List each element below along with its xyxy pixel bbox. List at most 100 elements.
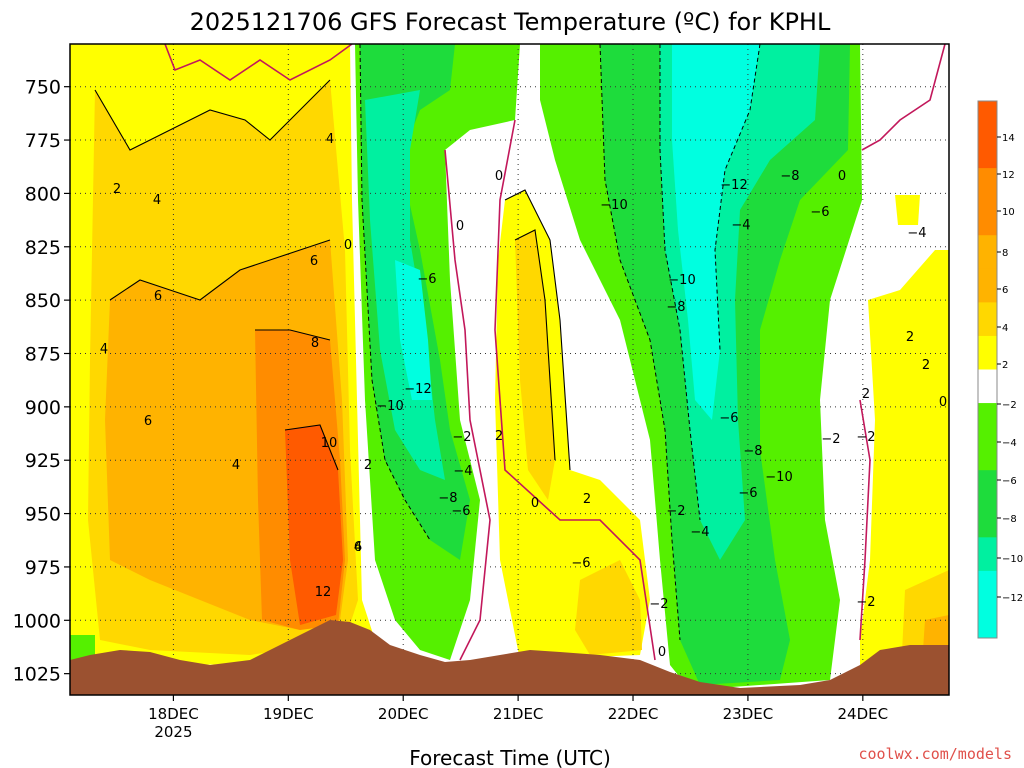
y-tick-label-11: 1025 — [13, 664, 61, 686]
contour-label-40: −2 — [666, 504, 685, 519]
negative-contours — [359, 44, 761, 641]
contour-label-33: −4 — [731, 218, 750, 233]
y-tick-label-4: 850 — [25, 290, 61, 312]
colorbar-label-3: 8 — [1002, 248, 1008, 259]
contour-label-14: 6 — [354, 540, 362, 555]
contour-label-27: −6 — [571, 556, 590, 571]
colorbar-swatch-5 — [978, 268, 997, 303]
plot-frame — [69, 43, 950, 696]
colorbar-swatch-7 — [978, 335, 997, 370]
temperature-field — [70, 44, 949, 695]
colorbar-swatch-15 — [978, 604, 997, 639]
y-tick-label-1: 775 — [25, 130, 61, 152]
colorbar-swatch-2 — [978, 168, 997, 203]
contour-label-42: 0 — [658, 645, 666, 660]
contour-label-51: −2 — [856, 430, 875, 445]
y-tick-label-5: 875 — [25, 343, 61, 365]
contour-label-23: 0 — [456, 219, 464, 234]
contour-label-8: 10 — [321, 436, 338, 451]
contour-label-35: −6 — [810, 205, 829, 220]
colorbar-label-9: −6 — [1002, 476, 1017, 487]
colorbar-swatch-3 — [978, 201, 997, 236]
contour-label-44: −4 — [907, 226, 926, 241]
chart-title: 2025121706 GFS Forecast Temperature (ºC)… — [190, 8, 831, 36]
contour-label-38: −6 — [738, 486, 757, 501]
zero-contours — [164, 44, 946, 661]
x-tick-label-1: 19DEC — [263, 705, 314, 723]
colorbar-swatch-0 — [978, 101, 997, 136]
contour-label-10: 4 — [326, 132, 334, 147]
contour-label-20: −8 — [438, 491, 457, 506]
contour-label-15: −6 — [417, 272, 436, 287]
contour-label-9: 12 — [315, 585, 332, 600]
colorbar-frame — [977, 100, 998, 639]
contour-label-34: −8 — [780, 169, 799, 184]
contour-label-49: 0 — [939, 395, 947, 410]
region-warm-low — [575, 560, 642, 655]
x-tick-label-3: 21DEC — [493, 705, 544, 723]
region-late-warm-2 — [895, 195, 920, 225]
contour-label-26: 2 — [583, 492, 591, 507]
credit-link[interactable]: coolwx.com/models — [858, 745, 1012, 763]
contour-label-5: 4 — [232, 458, 240, 473]
contour-label-41: −2 — [649, 597, 668, 612]
contour-label-48: 2 — [862, 387, 870, 402]
colorbar-label-5: 4 — [1002, 323, 1008, 334]
colorbar-label-11: −10 — [1002, 554, 1023, 565]
contour-label-37: −10 — [765, 470, 792, 485]
colorbar-label-4: 6 — [1002, 285, 1008, 296]
region-above-10 — [285, 425, 343, 625]
y-axis: 750 775 800 825 850 875 900 925 950 975 1000 1025 — [13, 77, 70, 686]
contour-label-46: 2 — [906, 330, 914, 345]
y-tick-label-7: 925 — [25, 450, 61, 472]
contour-label-30: −10 — [668, 273, 695, 288]
x-tick-label-6: 24DEC — [838, 705, 889, 723]
contour-label-17: −10 — [376, 399, 403, 414]
colorbar-swatch-12 — [978, 503, 997, 538]
contour-label-50: −2 — [821, 432, 840, 447]
contour-label-39: −4 — [690, 525, 709, 540]
contour-label-16: −12 — [404, 382, 431, 397]
x-tick-sublabel-0: 2025 — [154, 723, 192, 741]
x-tick-label-0: 18DEC — [148, 705, 199, 723]
contour-label-47: 2 — [922, 358, 930, 373]
x-tick-label-4: 22DEC — [608, 705, 659, 723]
contour-label-13: 4 — [354, 540, 362, 555]
colorbar-label-8: −4 — [1002, 438, 1017, 449]
contour-label-0: 2 — [113, 182, 121, 197]
colorbar-swatch-14 — [978, 570, 997, 605]
colorbar-label-7: −2 — [1002, 400, 1017, 411]
colorbar-label-2: 10 — [1002, 207, 1015, 218]
y-tick-label-0: 750 — [25, 77, 61, 99]
colorbar-swatch-4 — [978, 235, 997, 270]
contour-label-1: 4 — [153, 193, 161, 208]
y-tick-label-6: 900 — [25, 397, 61, 419]
colorbar-label-6: 2 — [1002, 360, 1008, 371]
contour-label-4: 6 — [144, 414, 152, 429]
contour-label-12: 0 — [344, 238, 352, 253]
contour-label-3: 4 — [100, 342, 108, 357]
x-tick-label-5: 23DEC — [723, 705, 774, 723]
colorbar-swatch-13 — [978, 537, 997, 572]
colorbar-label-1: 12 — [1002, 170, 1015, 181]
y-tick-label-2: 800 — [25, 183, 61, 205]
colorbar-swatch-11 — [978, 470, 997, 505]
colorbar-swatch-8 — [978, 369, 997, 404]
contour-label-21: −6 — [451, 504, 470, 519]
colorbar-label-0: 14 — [1002, 133, 1015, 144]
contour-label-24: 2 — [495, 429, 503, 444]
y-tick-label-10: 1000 — [13, 610, 61, 632]
contour-label-25: 0 — [531, 496, 539, 511]
region-below-minus-10 — [672, 44, 760, 420]
y-tick-label-9: 975 — [25, 557, 61, 579]
colorbar-label-10: −8 — [1002, 514, 1017, 525]
contour-label-32: −6 — [719, 411, 738, 426]
contour-label-18: −2 — [452, 430, 471, 445]
contour-label-2: 6 — [154, 289, 162, 304]
terrain — [70, 620, 949, 695]
contour-label-36: −8 — [743, 444, 762, 459]
contour-label-28: −10 — [600, 198, 627, 213]
contour-label-7: 8 — [311, 336, 319, 351]
